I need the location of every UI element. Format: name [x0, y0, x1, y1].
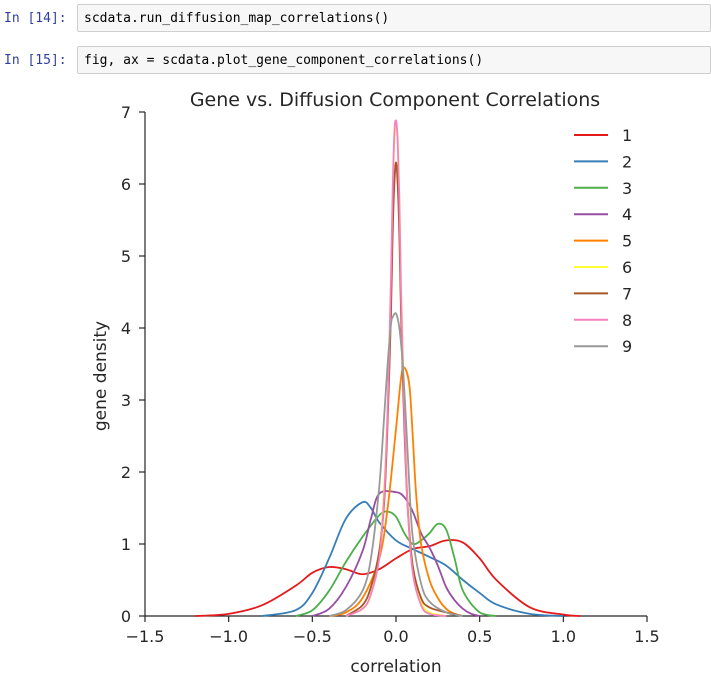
y-axis-label: gene density [91, 321, 111, 431]
legend-label-2: 2 [622, 152, 632, 171]
legend-label-5: 5 [622, 232, 632, 251]
series-line-1 [195, 539, 581, 617]
axes: −1.5 −1.0 −0.5 0.0 0.5 1.0 1.5 0 1 2 3 4 5 6 7 [121, 103, 660, 646]
cell-prompt-14: In [14]: [4, 11, 67, 26]
series-line-2 [261, 500, 564, 617]
cell-output-figure: Gene vs. Diffusion Component Correlation… [77, 82, 711, 682]
code-text-15: fig, ax = scdata.plot_gene_component_cor… [84, 53, 484, 68]
code-input-14[interactable]: scdata.run_diffusion_map_correlations() [77, 4, 711, 32]
legend: 1 2 3 4 5 6 7 8 9 [574, 126, 632, 356]
series-line-3 [295, 510, 497, 617]
y-tick-label: 5 [121, 247, 131, 266]
code-cell-15: In [15]: fig, ax = scdata.plot_gene_comp… [0, 46, 711, 76]
x-tick-label: 0.0 [383, 627, 408, 646]
series-line-9 [328, 312, 464, 617]
y-tick-label: 0 [121, 607, 131, 626]
plot-area [195, 119, 581, 617]
chart-title: Gene vs. Diffusion Component Correlation… [190, 89, 600, 111]
y-tick-label: 7 [121, 103, 131, 122]
x-tick-label: 0.5 [467, 627, 492, 646]
x-tick-label: 1.5 [634, 627, 659, 646]
x-tick-label: 1.0 [551, 627, 576, 646]
density-chart: Gene vs. Diffusion Component Correlation… [91, 89, 660, 677]
y-tick-label: 3 [121, 391, 131, 410]
x-axis-label: correlation [350, 657, 441, 677]
legend-label-8: 8 [622, 311, 632, 330]
series-line-8 [345, 119, 447, 617]
x-tick-label: −1.5 [126, 627, 165, 646]
series-line-6 [345, 125, 447, 617]
cell-prompt-15: In [15]: [4, 53, 67, 68]
y-tick-label: 2 [121, 463, 131, 482]
legend-label-9: 9 [622, 337, 632, 356]
legend-label-1: 1 [622, 126, 632, 145]
x-tick-label: −1.0 [209, 627, 248, 646]
y-tick-label: 6 [121, 175, 131, 194]
legend-label-4: 4 [622, 205, 632, 224]
y-tick-label: 1 [121, 535, 131, 554]
code-cell-14: In [14]: scdata.run_diffusion_map_correl… [0, 4, 711, 34]
legend-label-3: 3 [622, 179, 632, 198]
series-line-4 [311, 490, 480, 617]
legend-label-7: 7 [622, 284, 632, 303]
code-text-14: scdata.run_diffusion_map_correlations() [84, 11, 390, 26]
y-tick-label: 4 [121, 319, 131, 338]
code-input-15[interactable]: fig, ax = scdata.plot_gene_component_cor… [77, 46, 711, 74]
x-tick-label: −0.5 [293, 627, 332, 646]
legend-label-6: 6 [622, 258, 632, 277]
